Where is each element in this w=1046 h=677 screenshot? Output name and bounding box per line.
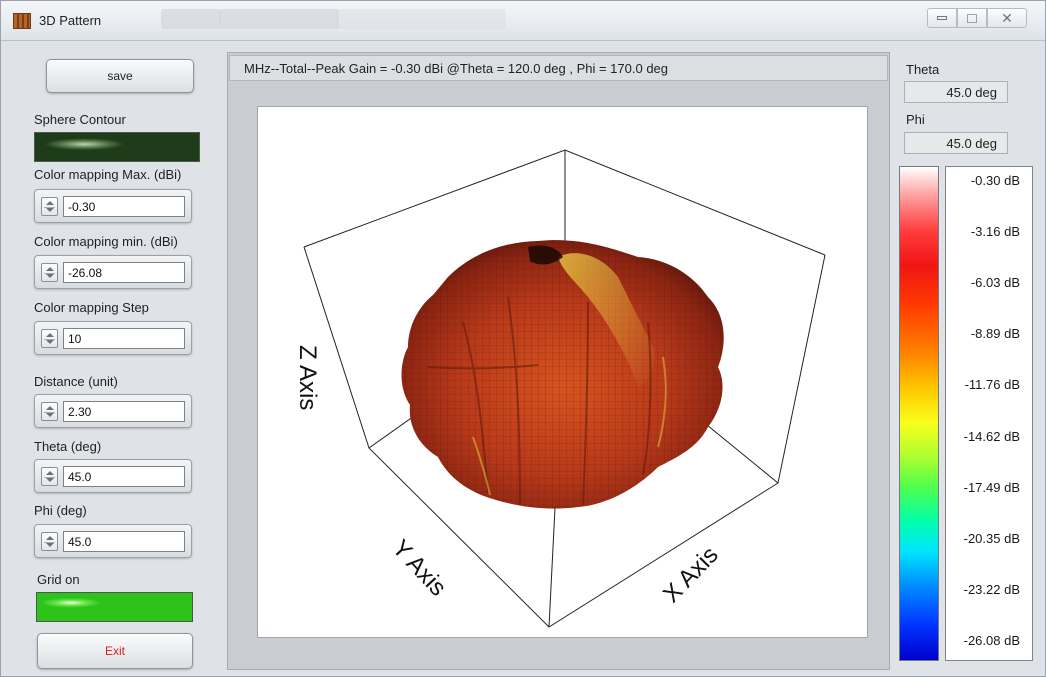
app-icon bbox=[13, 13, 31, 29]
maximize-icon bbox=[967, 13, 977, 23]
distance-input[interactable] bbox=[63, 401, 185, 422]
title-blur bbox=[336, 9, 506, 29]
theta-deg-spinner[interactable] bbox=[41, 467, 58, 486]
minimize-button[interactable] bbox=[927, 8, 957, 28]
color-min-label: Color mapping min. (dBi) bbox=[34, 234, 178, 249]
colorbar-label: -3.16 dB bbox=[970, 224, 1020, 240]
colorbar-label: -26.08 dB bbox=[963, 633, 1020, 648]
colorbar-label: -14.62 dB bbox=[963, 428, 1020, 444]
phi-deg-control bbox=[34, 524, 192, 558]
theta-deg-input[interactable] bbox=[63, 466, 185, 487]
peak-gain-readout: MHz--Total--Peak Gain = -0.30 dBi @Theta… bbox=[229, 55, 888, 81]
color-min-input[interactable] bbox=[63, 262, 185, 283]
title-blur bbox=[161, 9, 221, 29]
color-step-label: Color mapping Step bbox=[34, 300, 149, 315]
color-min-control bbox=[34, 255, 192, 289]
phi-readout-label: Phi bbox=[906, 112, 925, 127]
phi-readout-value: 45.0 deg bbox=[904, 132, 1008, 154]
theta-deg-control bbox=[34, 459, 192, 493]
sphere-contour-toggle[interactable] bbox=[34, 132, 200, 162]
color-max-control bbox=[34, 189, 192, 223]
theta-readout-label: Theta bbox=[906, 62, 940, 77]
save-button[interactable]: save bbox=[46, 59, 194, 93]
theta-deg-label: Theta (deg) bbox=[34, 439, 102, 454]
color-min-spinner[interactable] bbox=[41, 263, 58, 282]
theta-readout-value: 45.0 deg bbox=[904, 81, 1008, 103]
phi-deg-spinner[interactable] bbox=[41, 532, 58, 551]
x-axis-label: X Axis bbox=[658, 541, 724, 608]
exit-button[interactable]: Exit bbox=[37, 633, 193, 669]
sphere-contour-label: Sphere Contour bbox=[34, 112, 126, 127]
color-max-label: Color mapping Max. (dBi) bbox=[34, 167, 182, 182]
colorbar-label: -23.22 dB bbox=[963, 581, 1020, 597]
colorbar-label: -11.76 dB bbox=[964, 377, 1020, 393]
color-max-spinner[interactable] bbox=[41, 197, 58, 216]
colorbar-label: -6.03 dB bbox=[970, 275, 1020, 291]
phi-deg-label: Phi (deg) bbox=[34, 503, 87, 518]
window-title: 3D Pattern bbox=[39, 13, 102, 28]
colorbar-gradient bbox=[899, 166, 939, 661]
3d-plot-area[interactable]: Z Axis Y Axis X Axis bbox=[257, 106, 868, 638]
color-step-input[interactable] bbox=[63, 328, 185, 349]
z-axis-label: Z Axis bbox=[294, 345, 321, 410]
colorbar-label: -17.49 dB bbox=[963, 479, 1020, 495]
radiation-pattern-surface bbox=[401, 240, 724, 509]
3d-pattern-graph: Z Axis Y Axis X Axis bbox=[294, 149, 826, 628]
distance-label: Distance (unit) bbox=[34, 374, 118, 389]
distance-spinner[interactable] bbox=[41, 402, 58, 421]
phi-deg-input[interactable] bbox=[63, 531, 185, 552]
color-max-input[interactable] bbox=[63, 196, 185, 217]
color-step-control bbox=[34, 321, 192, 355]
title-blur bbox=[219, 9, 339, 29]
close-icon: ✕ bbox=[1001, 9, 1013, 26]
close-button[interactable]: ✕ bbox=[987, 8, 1027, 28]
grid-on-label: Grid on bbox=[37, 572, 80, 587]
colorbar-label: -20.35 dB bbox=[963, 530, 1020, 546]
colorbar-label: -0.30 dB bbox=[970, 173, 1020, 188]
colorbar-label: -8.89 dB bbox=[970, 326, 1020, 342]
grid-on-toggle[interactable] bbox=[36, 592, 193, 622]
minimize-icon bbox=[937, 16, 947, 20]
distance-control bbox=[34, 394, 192, 428]
colorbar-scale: -0.30 dB -3.16 dB -6.03 dB -8.89 dB -11.76 d… bbox=[945, 166, 1033, 661]
title-bar[interactable]: 3D Pattern ✕ bbox=[1, 1, 1045, 41]
maximize-button[interactable] bbox=[957, 8, 987, 28]
color-step-spinner[interactable] bbox=[41, 329, 58, 348]
y-axis-label: Y Axis bbox=[387, 535, 452, 602]
